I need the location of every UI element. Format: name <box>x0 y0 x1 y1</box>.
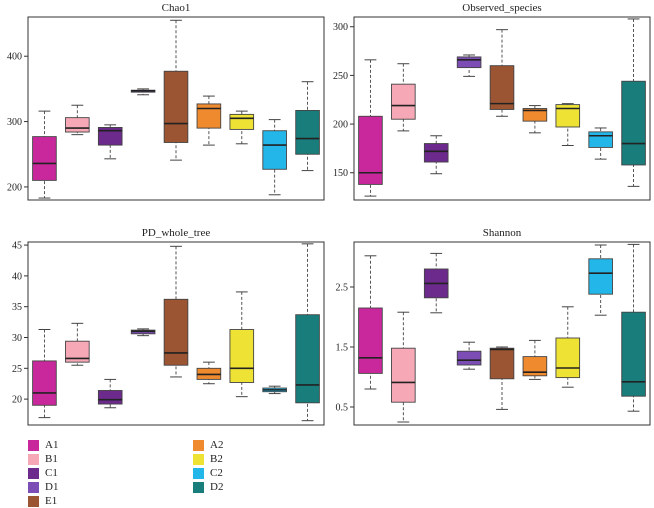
legend-swatch <box>28 467 39 479</box>
y-tick-label: 40 <box>12 271 22 282</box>
legend-swatch <box>28 481 39 493</box>
y-tick-label: 45 <box>12 241 22 252</box>
box-C1 <box>97 127 123 146</box>
plot-frame <box>353 16 651 201</box>
legend-item-C1: C1 <box>28 466 58 480</box>
box-A2 <box>522 108 548 122</box>
plot-frame <box>27 241 325 426</box>
legend-item-B1: B1 <box>28 452 58 466</box>
legend-swatch <box>193 467 204 479</box>
box-E1 <box>163 70 189 143</box>
legend-item-D2: D2 <box>193 480 223 494</box>
legend-label: A1 <box>45 439 59 451</box>
y-tick-label: 400 <box>7 52 22 63</box>
box-C1 <box>97 390 123 405</box>
legend-swatch <box>193 481 204 493</box>
y-tick-label: 0.5 <box>336 403 349 414</box>
y-tick-label: 300 <box>7 117 22 128</box>
legend-swatch <box>193 453 204 465</box>
legend-label: E1 <box>45 495 58 507</box>
chart-title: Observed_species <box>462 2 541 14</box>
box-B2 <box>229 329 255 383</box>
legend-label: B2 <box>210 453 223 465</box>
box-B2 <box>229 113 255 130</box>
box-E1 <box>163 298 189 366</box>
y-tick-label: 300 <box>333 22 348 33</box>
legend-item-A2: A2 <box>193 438 223 452</box>
legend-item-A1: A1 <box>28 438 58 452</box>
box-E1 <box>489 347 515 380</box>
box-C2 <box>262 130 287 170</box>
legend-item-B2: B2 <box>193 452 223 466</box>
box-B1 <box>65 340 90 363</box>
y-tick-label: 1.5 <box>336 343 349 354</box>
legend-label: D2 <box>210 481 224 493</box>
box-D2 <box>295 110 320 155</box>
y-tick-label: 25 <box>12 364 22 375</box>
box-A1 <box>32 360 57 406</box>
y-tick-label: 2.5 <box>336 283 349 294</box>
box-A2 <box>522 356 548 377</box>
y-tick-label: 30 <box>12 333 22 344</box>
chart-title: Chao1 <box>162 2 191 14</box>
box-B2 <box>555 337 581 379</box>
box-B1 <box>65 117 90 133</box>
box-A1 <box>32 136 57 181</box>
box-C2 <box>588 258 613 295</box>
box-D2 <box>621 80 646 166</box>
box-B2 <box>555 104 581 128</box>
legend-label: B1 <box>45 453 58 465</box>
y-tick-label: 150 <box>333 168 348 179</box>
box-D1 <box>456 350 482 366</box>
box-A1 <box>358 307 383 374</box>
box-A2 <box>196 103 222 129</box>
plot-frame <box>27 16 325 201</box>
y-tick-label: 250 <box>333 71 348 82</box>
legend-label: D1 <box>45 481 59 493</box>
box-A1 <box>358 115 383 185</box>
legend-label: A2 <box>210 439 224 451</box>
chart-title: Shannon <box>483 227 522 239</box>
legend-swatch <box>28 495 39 507</box>
box-B1 <box>391 83 416 120</box>
legend-swatch <box>193 439 204 451</box>
box-D1 <box>456 56 482 69</box>
y-tick-label: 20 <box>12 395 22 406</box>
legend-label: C2 <box>210 467 223 479</box>
legend-swatch <box>28 439 39 451</box>
y-tick-label: 200 <box>7 182 22 193</box>
legend-label: C1 <box>45 467 58 479</box>
legend-item-C2: C2 <box>193 466 223 480</box>
legend-item-E1: E1 <box>28 494 57 508</box>
box-C1 <box>423 143 449 163</box>
box-D2 <box>295 314 320 404</box>
box-D2 <box>621 311 646 397</box>
y-tick-label: 200 <box>333 120 348 131</box>
chart-title: PD_whole_tree <box>142 227 211 239</box>
legend-item-D1: D1 <box>28 480 58 494</box>
plot-frame <box>353 241 651 426</box>
box-E1 <box>489 65 515 110</box>
y-tick-label: 35 <box>12 302 22 313</box>
box-B1 <box>391 347 416 403</box>
legend-swatch <box>28 453 39 465</box>
box-C2 <box>588 131 613 148</box>
